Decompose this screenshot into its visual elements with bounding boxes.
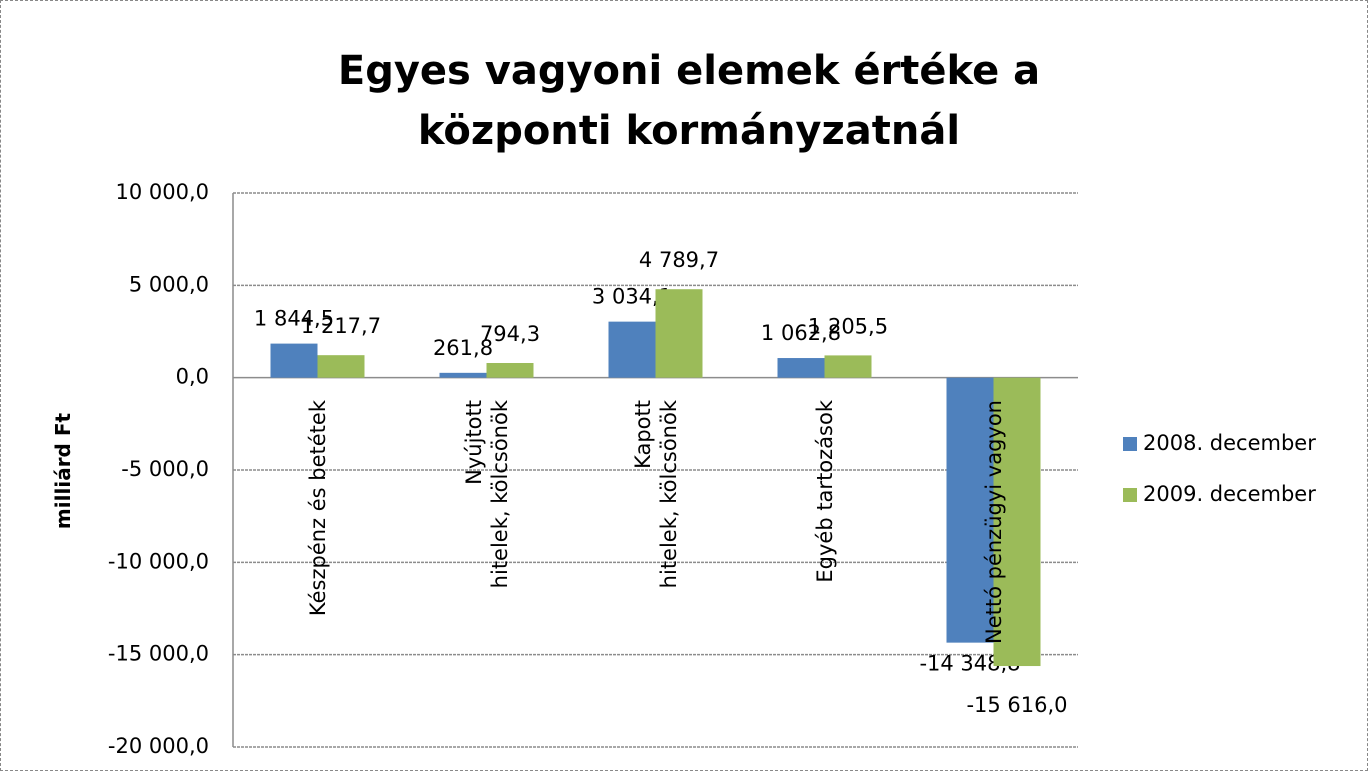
- legend-swatch: [1123, 437, 1137, 451]
- value-label: -15 616,0: [966, 693, 1067, 717]
- legend-label: 2008. december: [1143, 431, 1316, 455]
- bar: [777, 358, 825, 378]
- bar: [486, 362, 534, 378]
- chart-title: Egyes vagyoni elemek értéke a központi k…: [337, 48, 1041, 154]
- value-label: 1 217,7: [301, 314, 381, 338]
- value-label: 261,8: [433, 336, 493, 360]
- y-tick-label: -10 000,0: [108, 549, 209, 573]
- legend-swatch: [1123, 488, 1137, 502]
- bar: [824, 355, 872, 378]
- bar: [993, 377, 1041, 667]
- bar: [946, 377, 994, 643]
- y-tick-label: -5 000,0: [121, 457, 209, 481]
- x-tick-label: Kapott hitelek, kölcsönök: [630, 399, 681, 588]
- bar: [439, 372, 487, 378]
- value-label: 1 062,8: [761, 321, 841, 345]
- value-label: 794,3: [480, 322, 540, 346]
- x-tick-label: Készpénz és betétek: [305, 399, 330, 616]
- bar: [655, 289, 703, 378]
- x-tick-label: Nyújtott hitelek, kölcsönök: [461, 399, 512, 588]
- x-tick-label: Egyéb tartozások: [812, 399, 837, 583]
- value-label: 1 205,5: [808, 314, 888, 338]
- bar: [317, 355, 365, 378]
- value-label: 4 789,7: [639, 248, 719, 272]
- bar: [608, 321, 656, 378]
- y-tick-label: 5 000,0: [129, 272, 209, 296]
- y-axis-label: milliárd Ft: [51, 412, 75, 530]
- legend-label: 2009. december: [1143, 482, 1316, 506]
- y-tick-label: -20 000,0: [108, 734, 209, 758]
- bar: [270, 343, 318, 378]
- y-tick-label: -15 000,0: [108, 642, 209, 666]
- x-tick-label: Nettó pénzügyi vagyon: [981, 399, 1006, 644]
- y-tick-label: 10 000,0: [115, 180, 209, 204]
- value-label: 1 844,5: [254, 307, 334, 331]
- y-tick-label: 0,0: [176, 365, 209, 389]
